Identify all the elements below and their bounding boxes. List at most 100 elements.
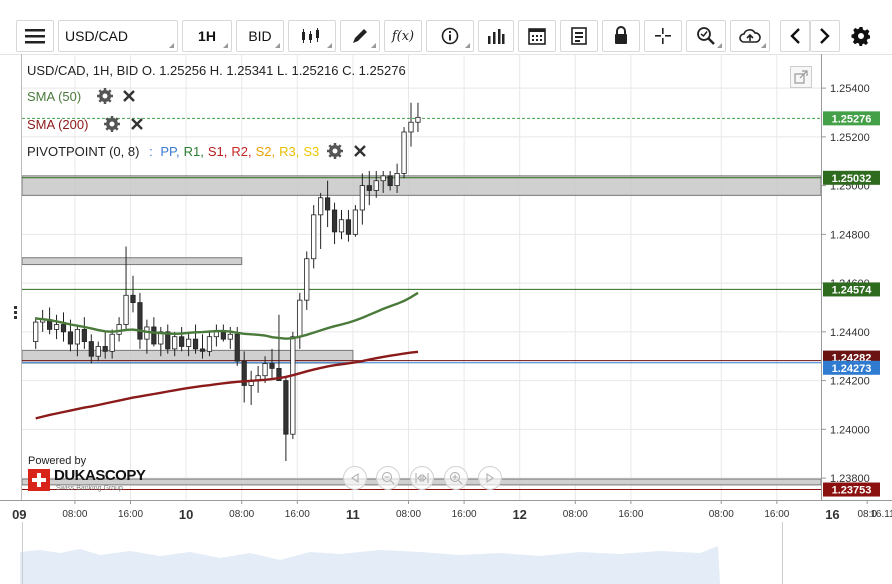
sma200-line (35, 350, 419, 420)
candle-body (387, 175, 393, 187)
pivot-item: R2, (231, 144, 252, 159)
scroll-left-button[interactable] (343, 466, 367, 490)
close-icon[interactable] (122, 89, 136, 103)
popout-button[interactable] (790, 66, 812, 88)
lock-button[interactable] (602, 20, 640, 52)
indicators-button[interactable]: f(x) (384, 20, 422, 52)
candle-body (373, 180, 379, 191)
y-tick-label: 1.25400 (830, 83, 870, 95)
x-tick-label: 16.11.2021 (870, 509, 892, 520)
chart-type-button[interactable] (288, 20, 336, 52)
candle-body (338, 219, 345, 233)
price-tags: 1.252761.250321.245741.242821.242731.237… (823, 111, 880, 497)
candle-body (359, 185, 365, 211)
ohlc-legend: USD/CAD, 1H, BID O. 1.25256 H. 1.25341 L… (27, 63, 406, 78)
crosshair-button[interactable] (644, 20, 682, 52)
calendar-button[interactable] (518, 20, 556, 52)
candle-body (116, 324, 122, 335)
cloud-upload-icon (739, 29, 761, 43)
navigator[interactable] (0, 522, 892, 584)
side-select[interactable]: BID (236, 20, 284, 52)
chevron-right-icon (820, 28, 830, 44)
y-tick-label: 1.24800 (830, 229, 870, 241)
gear-icon[interactable] (326, 143, 343, 159)
pivot-separator: : (149, 144, 153, 159)
scroll-right-button[interactable] (478, 466, 502, 490)
candle-body (33, 321, 39, 342)
price-tag-label: 1.23753 (832, 485, 872, 497)
sma200-label: SMA (200) (27, 117, 89, 132)
zoom-in-button[interactable] (444, 466, 468, 490)
x-tick-label: 16:00 (118, 509, 143, 520)
y-tick-label: 1.24200 (830, 376, 870, 388)
pivot-item: S1, (207, 144, 228, 159)
candle-body (213, 331, 219, 338)
settings-button[interactable] (846, 20, 876, 52)
popout-icon (794, 70, 808, 84)
price-tag-bg (823, 360, 880, 375)
menu-button[interactable] (16, 20, 54, 52)
layout-button[interactable] (560, 20, 598, 52)
fit-button[interactable] (410, 466, 434, 490)
info-button[interactable] (426, 20, 474, 52)
zoom-out-button[interactable] (376, 466, 400, 490)
candle-body (227, 333, 233, 340)
function-icon: f(x) (391, 28, 415, 44)
drawing-button[interactable] (340, 20, 380, 52)
close-icon[interactable] (353, 144, 367, 158)
x-axis-line (0, 500, 892, 501)
gear-icon[interactable] (96, 88, 113, 104)
pivot-item: R3, (279, 144, 300, 159)
x-tick-label: 09 (12, 507, 26, 522)
x-tick-label: 08:00 (396, 509, 421, 520)
triangle-left-icon (351, 473, 359, 483)
candle-body (165, 331, 171, 350)
zoom-button[interactable] (686, 20, 726, 52)
candle-body (220, 331, 226, 340)
sma200-legend[interactable]: SMA (200) (27, 116, 144, 132)
candle-body (102, 346, 108, 352)
volume-button[interactable] (478, 20, 514, 52)
document-icon (571, 27, 587, 45)
scroll-handle[interactable] (14, 304, 18, 324)
sma50-legend[interactable]: SMA (50) (27, 88, 136, 104)
pivot-item: S2, (255, 144, 276, 159)
candle-body (74, 328, 80, 345)
x-axis-ticks: 09 08:00 16:00 10 08:00 16:00 11 08:00 16:00 12 08… (12, 500, 892, 522)
candle-body (234, 333, 240, 362)
pivot-zone (21, 349, 354, 364)
next-button[interactable] (810, 20, 840, 52)
timeframe-select[interactable]: 1H (182, 20, 232, 52)
x-tick-label: 16 (825, 507, 839, 522)
x-tick-label: 16:00 (285, 509, 310, 520)
candle-body (311, 214, 317, 260)
candle-body (172, 336, 178, 350)
pivot-legend[interactable]: PIVOTPOINT (0, 8) : PP, R1, S1, R2, S2, R3, S3 (27, 143, 367, 159)
candle-body (352, 209, 359, 235)
x-tick-label: 08:00 (62, 509, 87, 520)
prev-button[interactable] (780, 20, 810, 52)
gear-icon[interactable] (104, 116, 121, 132)
calendar-icon (528, 28, 546, 45)
candle-body (81, 328, 87, 342)
candle-body (185, 338, 192, 347)
candle-body (95, 346, 101, 357)
candle-body (290, 336, 296, 435)
pivot-zone (21, 257, 243, 266)
close-icon[interactable] (130, 117, 144, 131)
candle-body (137, 302, 143, 340)
candle-body (88, 341, 94, 357)
candle-body (179, 336, 185, 347)
candle-body (206, 336, 213, 352)
pivot-zone (21, 175, 822, 196)
candle-body (304, 258, 310, 301)
symbol-select[interactable]: USD/CAD (58, 20, 178, 52)
chart-left-border (21, 54, 22, 500)
y-tick-label: 1.25200 (830, 132, 870, 144)
candle-body (401, 131, 407, 174)
price-tag-bg (823, 170, 880, 185)
lock-icon (615, 26, 627, 44)
candle-body (158, 331, 164, 345)
share-button[interactable] (730, 20, 770, 52)
